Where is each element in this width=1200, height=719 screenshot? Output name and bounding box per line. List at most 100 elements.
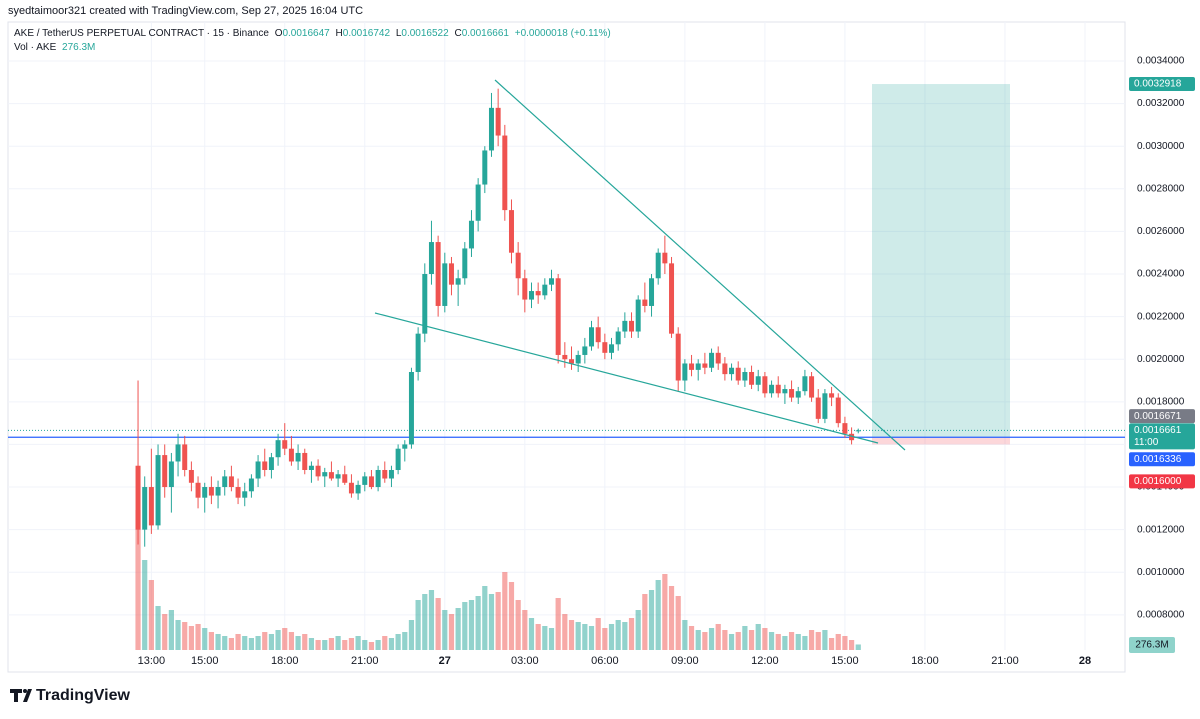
volume-bar bbox=[428, 590, 435, 650]
y-tick-label: 0.0008000 bbox=[1137, 609, 1185, 620]
candle-body bbox=[635, 299, 641, 332]
volume-bar bbox=[642, 594, 648, 650]
volume-bar bbox=[315, 640, 321, 650]
candle-body bbox=[262, 461, 268, 470]
volume-bar bbox=[422, 594, 428, 650]
volume-bar bbox=[688, 626, 695, 650]
volume-bar bbox=[288, 632, 295, 650]
price-label-box bbox=[1129, 423, 1195, 450]
candle-body bbox=[522, 278, 528, 300]
volume-bar bbox=[355, 636, 361, 650]
volume-bar bbox=[322, 640, 328, 650]
volume-bar bbox=[715, 624, 721, 650]
candle-body bbox=[682, 363, 688, 381]
candle-body bbox=[415, 333, 421, 373]
candle-body bbox=[815, 397, 821, 419]
volume-bar bbox=[695, 630, 701, 650]
candle-body bbox=[535, 291, 541, 296]
target-zone bbox=[872, 84, 1010, 438]
volume-bar bbox=[348, 638, 355, 650]
candle-body bbox=[308, 465, 314, 470]
candle-body bbox=[715, 352, 721, 364]
candle-body bbox=[669, 263, 675, 334]
volume-bar bbox=[375, 640, 381, 650]
candle-body bbox=[342, 474, 348, 483]
candle-body bbox=[208, 487, 214, 496]
stop-zone bbox=[872, 437, 1010, 445]
volume-bar bbox=[655, 580, 661, 650]
volume-bar bbox=[215, 634, 221, 650]
candle-body bbox=[382, 469, 388, 479]
volume-bar bbox=[802, 636, 808, 650]
volume-bar bbox=[328, 638, 335, 650]
volume-bar bbox=[635, 610, 641, 650]
volume-bar bbox=[522, 610, 528, 650]
candle-body bbox=[175, 444, 181, 462]
volume-bar bbox=[162, 614, 168, 650]
o-value: 0.0016647 bbox=[282, 28, 330, 39]
volume-bar bbox=[388, 638, 395, 650]
x-tick-label: 13:00 bbox=[138, 655, 166, 667]
volume-bar bbox=[775, 634, 781, 650]
h-value: 0.0016742 bbox=[343, 28, 391, 39]
x-tick-label: 03:00 bbox=[511, 655, 539, 667]
volume-bar bbox=[415, 600, 421, 650]
volume-bar bbox=[555, 598, 561, 650]
volume-bar bbox=[728, 634, 735, 650]
candle-body bbox=[322, 472, 328, 477]
candle-body bbox=[435, 242, 441, 306]
x-tick-label: 21:00 bbox=[991, 655, 1019, 667]
y-tick-label: 0.0010000 bbox=[1137, 567, 1185, 578]
candle-body bbox=[215, 487, 221, 496]
grid bbox=[8, 22, 1125, 650]
volume-bar bbox=[142, 560, 148, 650]
candle-body bbox=[508, 210, 514, 253]
volume-bar bbox=[735, 632, 741, 650]
volume-bar bbox=[282, 628, 288, 650]
l-value: 0.0016522 bbox=[401, 28, 449, 39]
y-tick-label: 0.0022000 bbox=[1137, 311, 1185, 322]
candle-body bbox=[582, 346, 588, 355]
volume-bar bbox=[168, 610, 174, 650]
candle-body bbox=[182, 444, 188, 470]
volume-bar bbox=[702, 632, 708, 650]
y-tick-label: 0.0030000 bbox=[1137, 141, 1185, 152]
volume-bar bbox=[295, 636, 301, 650]
candle-body bbox=[749, 372, 755, 385]
volume-bar bbox=[248, 638, 255, 650]
candle-body bbox=[835, 397, 841, 424]
volume-bar bbox=[755, 624, 761, 650]
volume-last: 276.3M bbox=[62, 42, 95, 53]
candle-body bbox=[495, 107, 501, 136]
volume-bar bbox=[828, 638, 835, 650]
volume-bar bbox=[708, 628, 715, 650]
candle-body bbox=[795, 391, 801, 398]
volume-bar bbox=[448, 614, 455, 650]
candle-body bbox=[282, 440, 288, 449]
volume-bar bbox=[662, 574, 668, 650]
candle-body bbox=[148, 487, 154, 526]
candle-body bbox=[348, 482, 354, 494]
volume-bar bbox=[788, 632, 795, 650]
volume-bar bbox=[515, 600, 521, 650]
volume-layer bbox=[135, 510, 861, 650]
volume-bar bbox=[488, 594, 495, 650]
candle-body bbox=[822, 393, 828, 419]
candle-body bbox=[135, 465, 141, 530]
candle-body bbox=[268, 457, 274, 470]
x-tick-label: 12:00 bbox=[751, 655, 779, 667]
candle-body bbox=[395, 448, 401, 470]
candle-body bbox=[842, 423, 848, 434]
candle-body bbox=[228, 476, 234, 488]
candle-body bbox=[589, 327, 595, 347]
candle-body bbox=[195, 482, 201, 498]
volume-bar bbox=[795, 634, 801, 650]
o-letter: O bbox=[275, 28, 283, 39]
price-label: 0.0016661 bbox=[1134, 425, 1182, 436]
volume-bar bbox=[762, 628, 768, 650]
candle-body bbox=[242, 491, 248, 498]
x-tick-label: 06:00 bbox=[591, 655, 619, 667]
candle-body bbox=[629, 320, 635, 332]
lower-trendline bbox=[374, 312, 879, 444]
